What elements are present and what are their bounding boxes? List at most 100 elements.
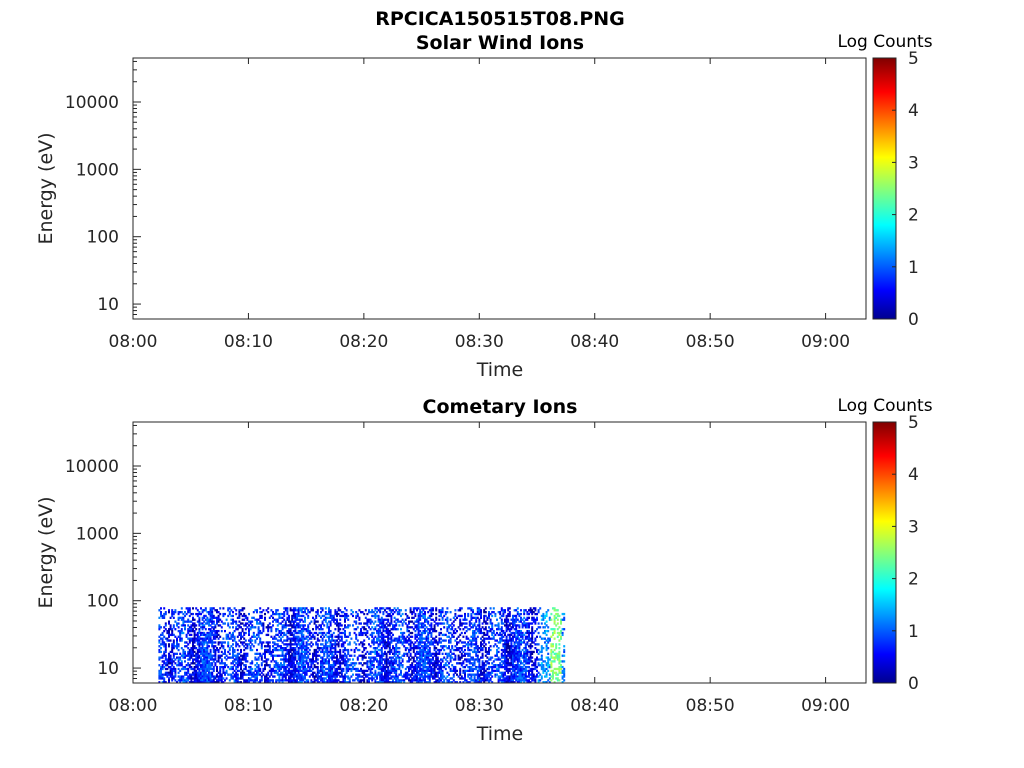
spectrogram-cell xyxy=(478,658,481,661)
spectrogram-cell xyxy=(511,618,514,621)
spectrogram-cell xyxy=(310,673,313,676)
spectrogram-cell xyxy=(185,679,188,682)
spectrogram-cell xyxy=(284,647,287,650)
spectrogram-cell xyxy=(363,669,366,673)
spectrogram-cell xyxy=(289,645,292,648)
spectrogram-cell xyxy=(375,677,378,680)
spectrogram-cell xyxy=(355,662,358,665)
spectrogram-cell xyxy=(454,639,457,642)
spectrogram-cell xyxy=(159,626,162,629)
spectrogram-cell xyxy=(427,620,430,623)
spectrogram-cell xyxy=(191,616,194,619)
spectrogram-cell xyxy=(419,647,422,650)
spectrogram-cell xyxy=(313,665,316,669)
spectrogram-cell xyxy=(473,612,476,616)
spectrogram-cell xyxy=(481,660,484,663)
spectrogram-cell xyxy=(513,650,516,654)
spectrogram-cell xyxy=(342,679,345,682)
spectrogram-cell xyxy=(427,650,430,654)
spectrogram-cell xyxy=(308,611,311,614)
spectrogram-cell xyxy=(203,624,206,627)
spectrogram-cell xyxy=(238,645,241,648)
spectrogram-cell xyxy=(191,652,194,655)
spectrogram-cell xyxy=(321,647,324,650)
spectrogram-cell xyxy=(428,647,431,650)
spectrogram-cell xyxy=(324,643,327,646)
spectrogram-cell xyxy=(332,618,335,621)
spectrogram-cell xyxy=(422,631,425,635)
spectrogram-cell xyxy=(203,626,206,629)
spectrogram-cell xyxy=(335,643,338,646)
spectrogram-cell xyxy=(289,679,292,682)
spectrogram-cell xyxy=(492,665,495,669)
spectrogram-cell xyxy=(515,641,518,644)
spectrogram-cell xyxy=(329,616,332,619)
spectrogram-cell xyxy=(326,662,329,665)
spectrogram-cell xyxy=(167,677,170,680)
spectrogram-cell xyxy=(198,622,201,625)
spectrogram-cell xyxy=(319,675,322,678)
spectrogram-cell xyxy=(507,662,510,665)
spectrogram-cell xyxy=(518,650,521,654)
spectrogram-cell xyxy=(518,648,521,652)
spectrogram-cell xyxy=(207,631,210,635)
spectrogram-cell xyxy=(455,643,458,646)
spectrogram-cell xyxy=(235,671,238,674)
spectrogram-cell xyxy=(259,631,262,635)
spectrogram-cell xyxy=(327,660,330,663)
spectrogram-cell xyxy=(300,650,303,654)
spectrogram-cell xyxy=(183,679,186,682)
spectrogram-cell xyxy=(467,665,470,669)
spectrogram-cell xyxy=(265,662,268,665)
spectrogram-cell xyxy=(387,639,390,642)
spectrogram-cell xyxy=(446,616,449,619)
spectrogram-cell xyxy=(321,658,324,661)
spectrogram-cell xyxy=(495,645,498,648)
spectrogram-cell xyxy=(217,677,220,680)
spectrogram-cell xyxy=(412,675,415,678)
spectrogram-cell xyxy=(329,664,332,667)
spectrogram-cell xyxy=(382,652,385,655)
spectrogram-cell xyxy=(190,624,193,627)
spectrogram-cell xyxy=(427,648,430,652)
spectrogram-cell xyxy=(433,637,436,640)
spectrogram-cell xyxy=(358,673,361,676)
spectrogram-cell xyxy=(190,673,193,676)
spectrogram-cell xyxy=(215,681,218,684)
spectrogram-cell xyxy=(217,633,220,637)
spectrogram-cell xyxy=(510,626,513,629)
spectrogram-cell xyxy=(238,677,241,680)
spectrogram-cell xyxy=(302,611,305,614)
spectrogram-cell xyxy=(231,675,234,678)
spectrogram-cell xyxy=(319,643,322,646)
spectrogram-cell xyxy=(201,618,204,621)
spectrogram-cell xyxy=(239,677,242,680)
spectrogram-cell xyxy=(375,639,378,642)
spectrogram-cell xyxy=(351,673,354,676)
spectrogram-cell xyxy=(422,677,425,680)
spectrogram-cell xyxy=(516,679,519,682)
spectrogram-cell xyxy=(169,662,172,665)
spectrogram-cell xyxy=(286,660,289,663)
spectrogram-cell xyxy=(516,652,519,655)
spectrogram-cell xyxy=(470,626,473,629)
spectrogram-cell xyxy=(219,647,222,650)
spectrogram-cell xyxy=(279,622,282,625)
spectrogram-cell xyxy=(406,647,409,650)
spectrogram-cell xyxy=(214,641,217,644)
spectrogram-cell xyxy=(255,648,258,652)
spectrogram-cell xyxy=(161,667,164,671)
spectrogram-cell xyxy=(294,609,297,612)
spectrogram-cell xyxy=(159,665,162,669)
spectrogram-cell xyxy=(345,614,348,618)
spectrogram-cell xyxy=(292,679,295,682)
spectrogram-cell xyxy=(316,675,319,678)
spectrogram-cell xyxy=(193,665,196,669)
spectrogram-cell xyxy=(273,612,276,616)
spectrogram-cell xyxy=(390,656,393,659)
spectrogram-cell xyxy=(278,645,281,648)
spectrogram-cell xyxy=(425,635,428,638)
spectrogram-cell xyxy=(193,633,196,637)
spectrogram-cell xyxy=(332,620,335,623)
spectrogram-cell xyxy=(163,654,166,657)
